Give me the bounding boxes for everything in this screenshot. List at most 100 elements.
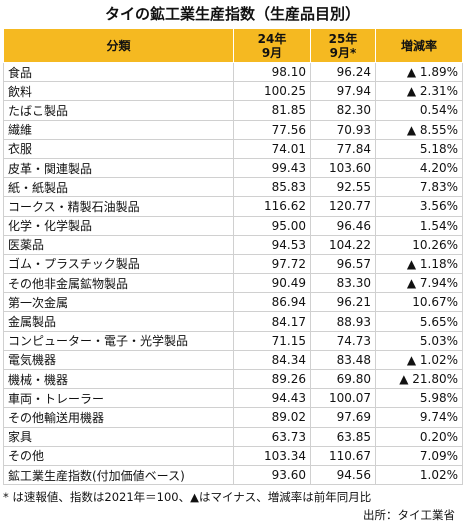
value-cell: ▲ 8.55% <box>375 120 463 140</box>
category-cell: 鉱工業生産指数(付加価値ベース) <box>3 465 234 486</box>
header-cell: 25年 9月* <box>310 28 376 63</box>
header-text: 分類 <box>106 38 131 53</box>
category-cell: 医薬品 <box>3 235 234 255</box>
category-cell: 電気機器 <box>3 350 234 371</box>
value-cell: 9.74% <box>375 407 463 428</box>
value-cell: ▲ 2.31% <box>375 81 463 102</box>
table-row: コンピューター・電子・光学製品 71.15 74.73 5.03% <box>3 331 463 351</box>
value-cell: 77.84 <box>310 139 376 159</box>
value-cell: 81.85 <box>233 100 311 121</box>
value-cell: 103.34 <box>233 446 311 466</box>
category-cell: 繊維 <box>3 120 234 140</box>
table-row: 鉱工業生産指数(付加価値ベース) 93.60 94.56 1.02% <box>3 465 463 486</box>
table-row: ゴム・プラスチック製品 97.72 96.57 ▲ 1.18% <box>3 254 463 275</box>
value-cell: 71.15 <box>233 331 311 351</box>
table-row: 皮革・関連製品 99.43 103.60 4.20% <box>3 158 463 179</box>
value-cell: 63.73 <box>233 427 311 447</box>
header-text: 9月 <box>261 45 283 60</box>
value-cell: 97.94 <box>310 81 376 102</box>
value-cell: 1.02% <box>375 465 463 486</box>
value-cell: 94.56 <box>310 465 376 486</box>
value-cell: 103.60 <box>310 158 376 179</box>
value-cell: 96.21 <box>310 292 376 313</box>
table-row: 衣服 74.01 77.84 5.18% <box>3 139 463 159</box>
category-cell: 飲料 <box>3 81 234 102</box>
table-row: 食品 98.10 96.24 ▲ 1.89% <box>3 62 463 83</box>
value-cell: 5.18% <box>375 139 463 159</box>
category-cell: その他輸送用機器 <box>3 407 234 428</box>
value-cell: 70.93 <box>310 120 376 140</box>
value-cell: 116.62 <box>233 196 311 217</box>
value-cell: 95.00 <box>233 216 311 236</box>
value-cell: 89.02 <box>233 407 311 428</box>
value-cell: 99.43 <box>233 158 311 179</box>
value-cell: 100.07 <box>310 388 376 409</box>
value-cell: 5.65% <box>375 311 463 332</box>
value-cell: 84.17 <box>233 311 311 332</box>
value-cell: 5.98% <box>375 388 463 409</box>
table-row: 紙・紙製品 85.83 92.55 7.83% <box>3 177 463 198</box>
value-cell: 83.48 <box>310 350 376 371</box>
value-cell: 88.93 <box>310 311 376 332</box>
header-text: 9月* <box>329 45 357 60</box>
category-cell: 紙・紙製品 <box>3 177 234 198</box>
table-row: 繊維 77.56 70.93 ▲ 8.55% <box>3 120 463 140</box>
value-cell: ▲ 21.80% <box>375 369 463 390</box>
table-row: 車両・トレーラー 94.43 100.07 5.98% <box>3 388 463 409</box>
value-cell: 89.26 <box>233 369 311 390</box>
table-row: 第一次金属 86.94 96.21 10.67% <box>3 292 463 313</box>
category-cell: 金属製品 <box>3 311 234 332</box>
value-cell: 10.26% <box>375 235 463 255</box>
value-cell: 100.25 <box>233 81 311 102</box>
value-cell: 110.67 <box>310 446 376 466</box>
header-text: 増減率 <box>400 38 437 53</box>
value-cell: 7.09% <box>375 446 463 466</box>
table-row: その他 103.34 110.67 7.09% <box>3 446 463 466</box>
header-text: 25年 <box>328 31 358 46</box>
value-cell: 0.20% <box>375 427 463 447</box>
value-cell: 83.30 <box>310 273 376 294</box>
value-cell: 96.57 <box>310 254 376 275</box>
header-cell: 24年 9月 <box>233 28 311 63</box>
table-row: 金属製品 84.17 88.93 5.65% <box>3 311 463 332</box>
value-cell: 94.53 <box>233 235 311 255</box>
data-table: 分類 24年 9月 25年 9月* 増減率 食品 98.10 96.24 ▲ 1.89% 飲料 10… <box>3 28 463 486</box>
table-row: 電気機器 84.34 83.48 ▲ 1.02% <box>3 350 463 371</box>
category-cell: コンピューター・電子・光学製品 <box>3 331 234 351</box>
header-cell: 増減率 <box>375 28 463 63</box>
value-cell: 10.67% <box>375 292 463 313</box>
table-row: 化学・化学製品 95.00 96.46 1.54% <box>3 216 463 236</box>
table-row: その他非金属鉱物製品 90.49 83.30 ▲ 7.94% <box>3 273 463 294</box>
table-row: 家具 63.73 63.85 0.20% <box>3 427 463 447</box>
category-cell: 食品 <box>3 62 234 83</box>
value-cell: 93.60 <box>233 465 311 486</box>
value-cell: 104.22 <box>310 235 376 255</box>
table-row: 医薬品 94.53 104.22 10.26% <box>3 235 463 255</box>
value-cell: 98.10 <box>233 62 311 83</box>
value-cell: 96.24 <box>310 62 376 83</box>
value-cell: 92.55 <box>310 177 376 198</box>
footnote: * は速報値、指数は2021年＝100、▲はマイナス、増減率は前年同月比 <box>3 490 372 504</box>
category-cell: 車両・トレーラー <box>3 388 234 409</box>
value-cell: 94.43 <box>233 388 311 409</box>
value-cell: 74.01 <box>233 139 311 159</box>
category-cell: コークス・精製石油製品 <box>3 196 234 217</box>
value-cell: 1.54% <box>375 216 463 236</box>
value-cell: 97.69 <box>310 407 376 428</box>
value-cell: ▲ 1.89% <box>375 62 463 83</box>
category-cell: 機械・機器 <box>3 369 234 390</box>
category-cell: 衣服 <box>3 139 234 159</box>
table-row: コークス・精製石油製品 116.62 120.77 3.56% <box>3 196 463 217</box>
value-cell: 84.34 <box>233 350 311 371</box>
value-cell: 4.20% <box>375 158 463 179</box>
value-cell: ▲ 1.02% <box>375 350 463 371</box>
category-cell: その他 <box>3 446 234 466</box>
table-row: その他輸送用機器 89.02 97.69 9.74% <box>3 407 463 428</box>
header-row: 分類 24年 9月 25年 9月* 増減率 <box>3 28 463 63</box>
value-cell: 77.56 <box>233 120 311 140</box>
category-cell: たばこ製品 <box>3 100 234 121</box>
value-cell: 90.49 <box>233 273 311 294</box>
header-cell: 分類 <box>3 28 234 63</box>
value-cell: 120.77 <box>310 196 376 217</box>
value-cell: 85.83 <box>233 177 311 198</box>
